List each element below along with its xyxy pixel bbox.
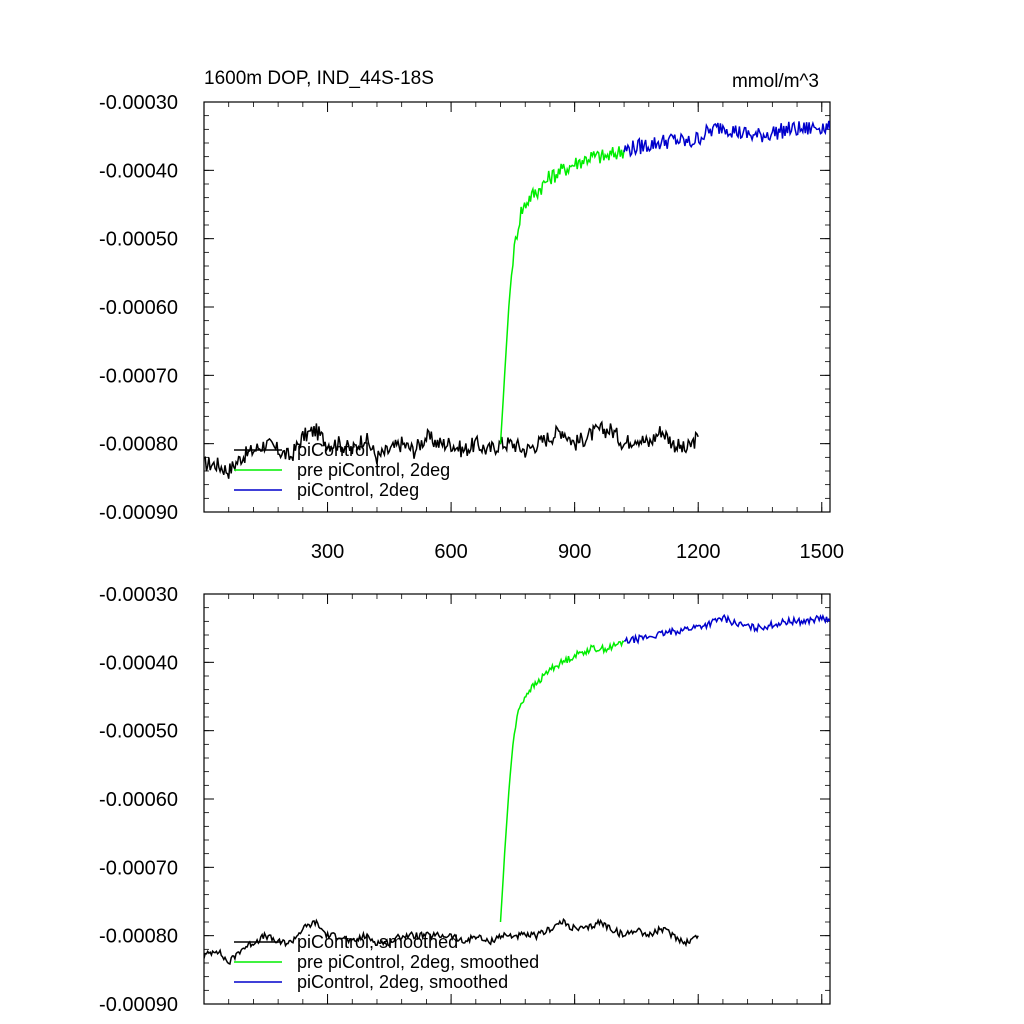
- chart-panel-bottom: -0.00030 -0.00040 -0.00050 -0.00060 -0.00070…: [99, 584, 831, 1016]
- y-tick-label: -0.00090: [99, 502, 178, 524]
- figure-units: mmol/m^3: [732, 71, 819, 92]
- y-tick-label: -0.00080: [99, 434, 178, 456]
- legend-label: piControl, 2deg, smoothed: [297, 972, 508, 992]
- x-tick-label: 1500: [800, 541, 845, 563]
- x-tick-label: 600: [434, 541, 467, 563]
- legend-label: piControl: [297, 440, 369, 460]
- y-tick-label: -0.00040: [99, 652, 178, 674]
- legend-label: piControl, smoothed: [297, 932, 458, 952]
- chart-panel-top: -0.00030 -0.00040 -0.00050 -0.00060 -0.00070…: [99, 92, 844, 563]
- y-tick-label: -0.00070: [99, 365, 178, 387]
- series-line-picontrol-2deg-smoothed: [624, 613, 830, 645]
- series-line-picontrol-smoothed: [204, 917, 699, 966]
- series-line-picontrol: [204, 420, 699, 479]
- y-tick-label: -0.00090: [99, 994, 178, 1016]
- y-tick-label: -0.00080: [99, 926, 178, 948]
- x-tick-label: 300: [311, 541, 344, 563]
- legend-label: pre piControl, 2deg: [297, 460, 450, 480]
- y-tick-label: -0.00050: [99, 721, 178, 743]
- legend-label: piControl, 2deg: [297, 480, 419, 500]
- y-tick-label: -0.00040: [99, 160, 178, 182]
- series-line-pre-picontrol-2deg: [499, 146, 625, 444]
- y-tick-label: -0.00070: [99, 857, 178, 879]
- series-line-pre-picontrol-2deg-smoothed: [499, 640, 625, 923]
- figure-title: 1600m DOP, IND_44S-18S: [204, 68, 434, 89]
- y-tick-label: -0.00030: [99, 92, 178, 114]
- x-tick-label: 900: [558, 541, 591, 563]
- y-tick-label: -0.00030: [99, 584, 178, 606]
- y-tick-label: -0.00060: [99, 789, 178, 811]
- legend-label: pre piControl, 2deg, smoothed: [297, 952, 539, 972]
- series-line-picontrol-2deg: [623, 120, 830, 158]
- y-tick-label: -0.00060: [99, 297, 178, 319]
- y-tick-label: -0.00050: [99, 229, 178, 251]
- x-tick-label: 1200: [676, 541, 721, 563]
